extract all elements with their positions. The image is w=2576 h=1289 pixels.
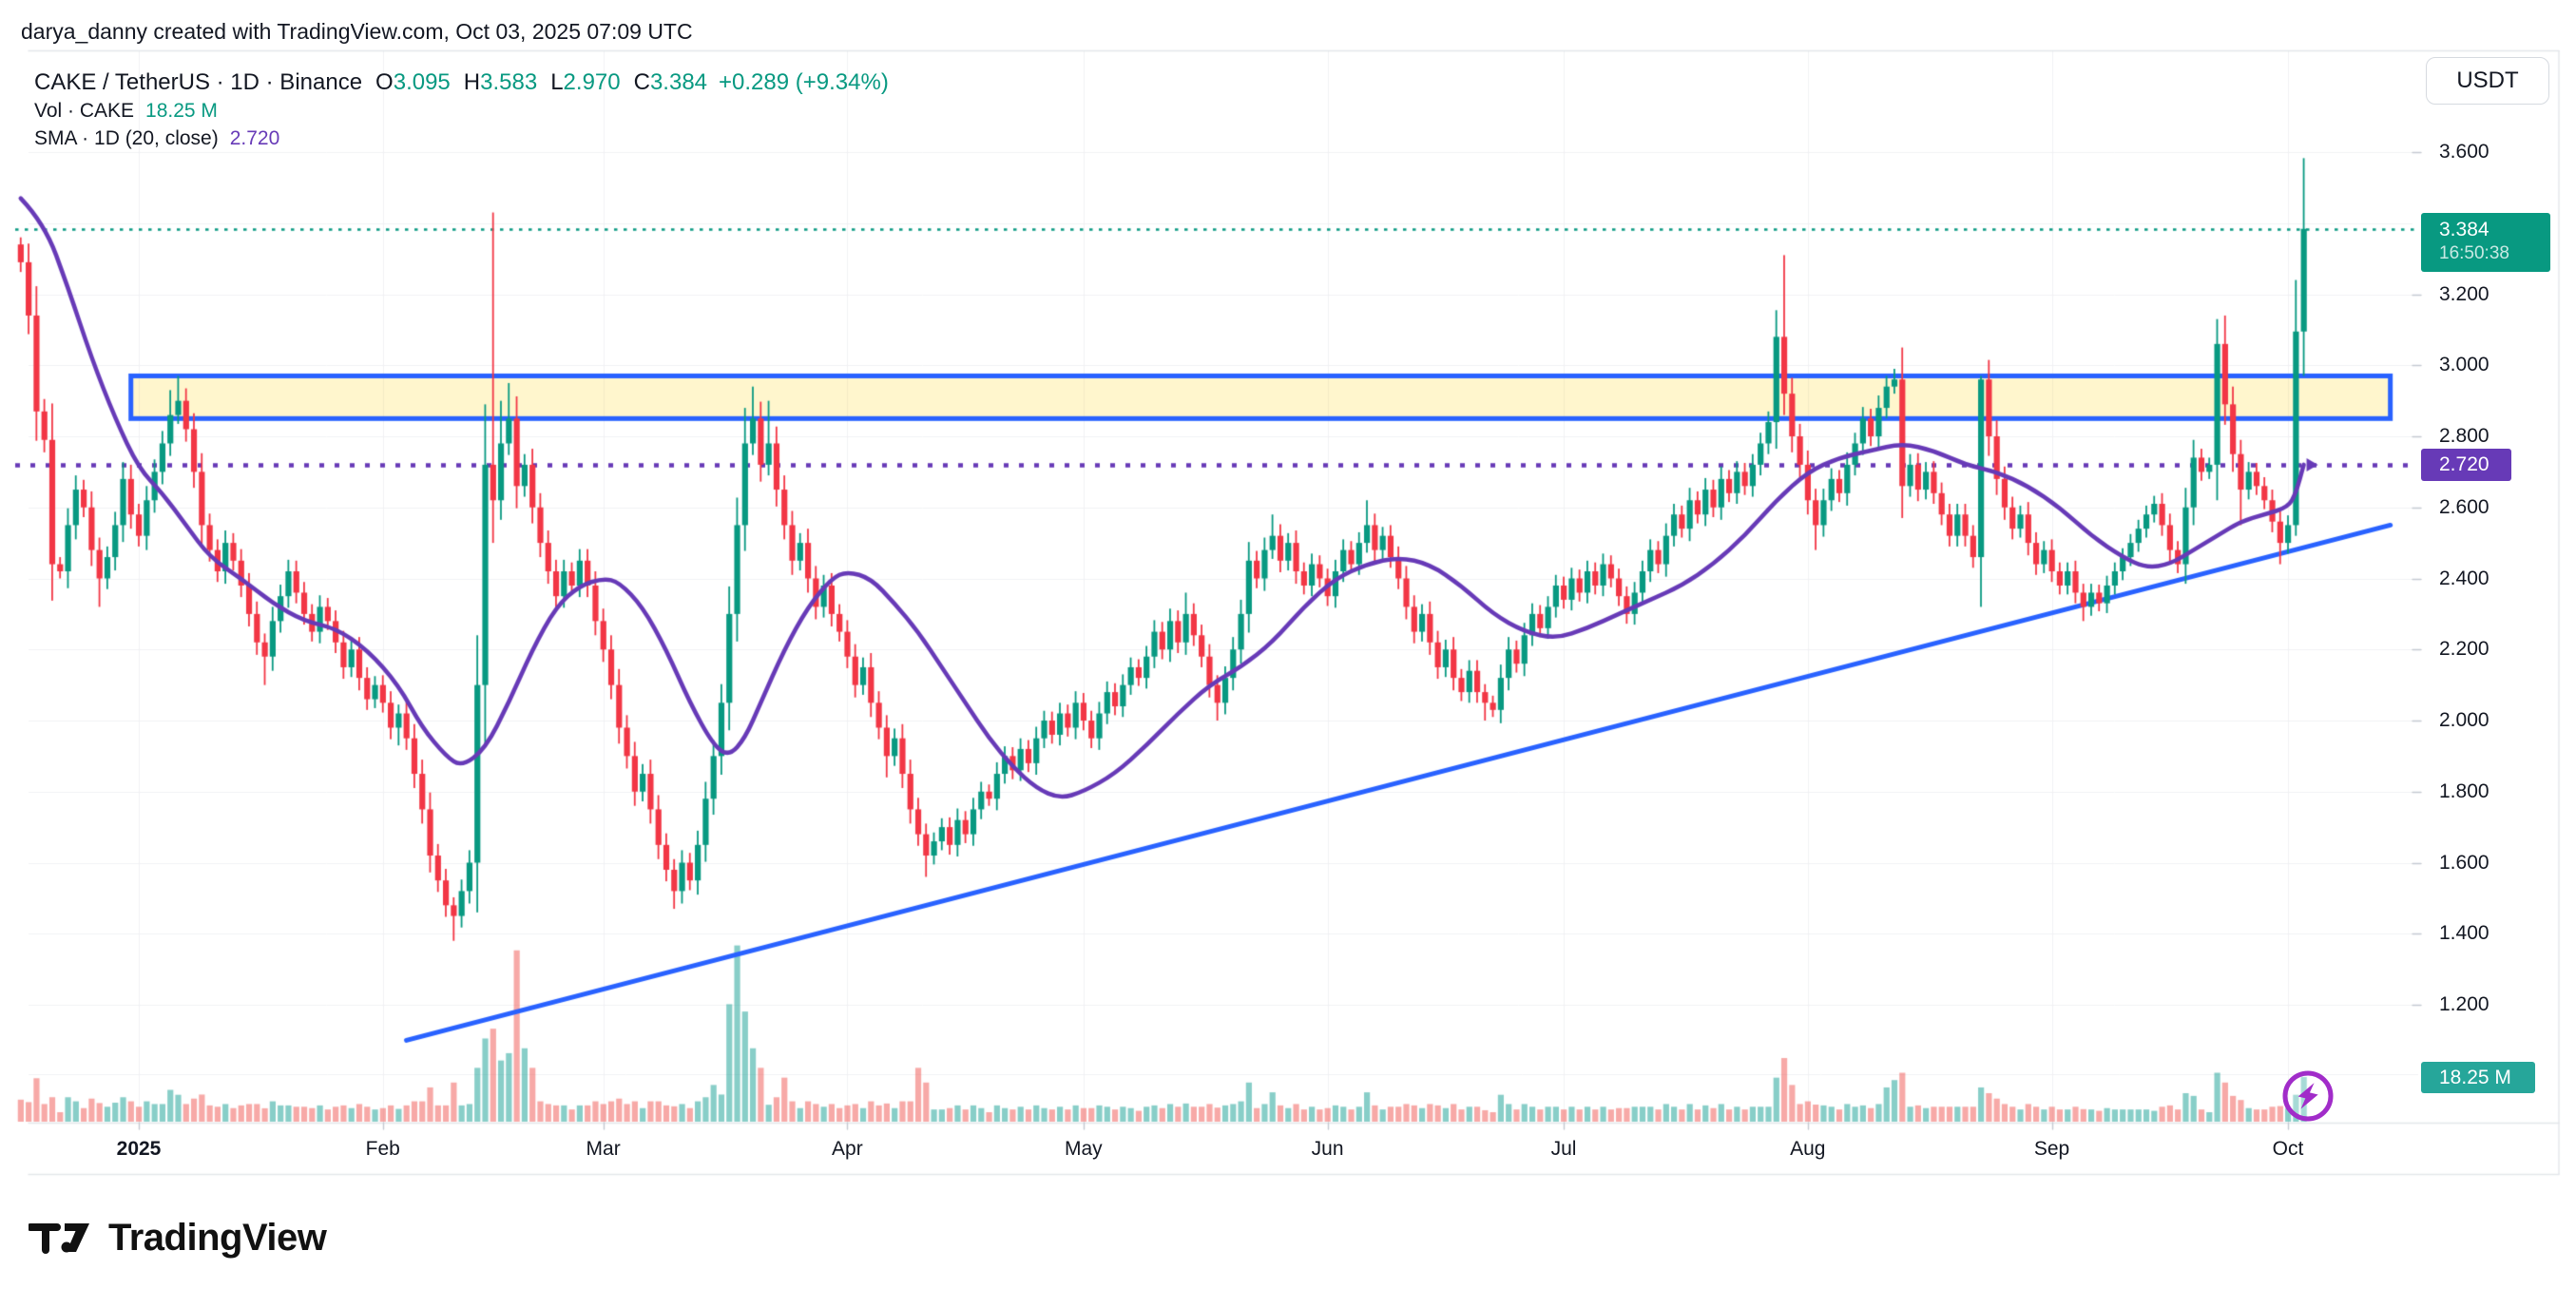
last-price-badge: 3.384 16:50:38 bbox=[2421, 212, 2550, 272]
low-value: 2.970 bbox=[563, 69, 621, 95]
close-value: 3.384 bbox=[649, 69, 708, 95]
close-label: C bbox=[633, 69, 650, 95]
time-tick-label: Apr bbox=[832, 1138, 863, 1160]
price-tick-label: 2.400 bbox=[2439, 567, 2489, 589]
time-tick-label: Oct bbox=[2272, 1138, 2304, 1160]
volume-label: Vol · CAKE bbox=[34, 100, 135, 122]
price-tick-label: 1.800 bbox=[2439, 779, 2489, 802]
last-price-value: 3.384 bbox=[2439, 218, 2489, 240]
legend-volume-row[interactable]: Vol · CAKE 18.25 M bbox=[34, 97, 889, 125]
chart-legend: CAKE / TetherUS · 1D · Binance O3.095 H3.5… bbox=[34, 68, 889, 152]
symbol-title: CAKE / TetherUS · 1D · Binance bbox=[34, 69, 363, 95]
price-tick-label: 3.200 bbox=[2439, 282, 2489, 305]
time-tick-label: Sep bbox=[2033, 1138, 2070, 1160]
time-tick-label: Aug bbox=[1790, 1138, 1826, 1160]
open-label: O bbox=[375, 69, 394, 95]
price-tick-label: 1.600 bbox=[2439, 851, 2489, 874]
price-tick-label: 2.600 bbox=[2439, 495, 2489, 518]
currency-toggle-button[interactable]: USDT bbox=[2426, 57, 2549, 105]
sma-price-badge: 2.720 bbox=[2421, 448, 2511, 481]
legend-symbol-row[interactable]: CAKE / TetherUS · 1D · Binance O3.095 H3.5… bbox=[34, 68, 889, 97]
time-tick-label: Jul bbox=[1550, 1138, 1577, 1160]
time-tick-label: 2025 bbox=[116, 1138, 162, 1160]
tradingview-logo[interactable]: TradingView bbox=[29, 1217, 327, 1260]
time-tick-label: May bbox=[1065, 1138, 1103, 1160]
price-tick-label: 3.600 bbox=[2439, 141, 2489, 163]
bar-countdown: 16:50:38 bbox=[2439, 242, 2509, 263]
tradingview-logo-mark bbox=[29, 1222, 89, 1254]
low-label: L bbox=[550, 69, 564, 95]
volume-badge: 18.25 M bbox=[2421, 1062, 2535, 1093]
high-value: 3.583 bbox=[480, 69, 538, 95]
tradingview-logo-text: TradingView bbox=[108, 1217, 327, 1259]
price-tick-label: 1.200 bbox=[2439, 993, 2489, 1015]
time-tick-label: Mar bbox=[586, 1138, 621, 1160]
sma-value: 2.720 bbox=[229, 127, 280, 149]
price-tick-label: 2.800 bbox=[2439, 425, 2489, 447]
time-tick-label: Feb bbox=[365, 1138, 400, 1160]
price-tick-label: 3.000 bbox=[2439, 354, 2489, 376]
attribution-text: darya_danny created with TradingView.com… bbox=[21, 19, 693, 44]
sma-label: SMA · 1D (20, close) bbox=[34, 127, 219, 149]
price-tick-label: 2.200 bbox=[2439, 638, 2489, 661]
volume-value: 18.25 M bbox=[145, 100, 218, 122]
open-value: 3.095 bbox=[393, 69, 451, 95]
time-tick-label: Jun bbox=[1311, 1138, 1344, 1160]
change-value: +0.289 (+9.34%) bbox=[719, 69, 889, 95]
legend-sma-row[interactable]: SMA · 1D (20, close) 2.720 bbox=[34, 125, 889, 152]
high-label: H bbox=[463, 69, 481, 95]
price-tick-label: 2.000 bbox=[2439, 709, 2489, 731]
price-tick-label: 1.400 bbox=[2439, 922, 2489, 945]
